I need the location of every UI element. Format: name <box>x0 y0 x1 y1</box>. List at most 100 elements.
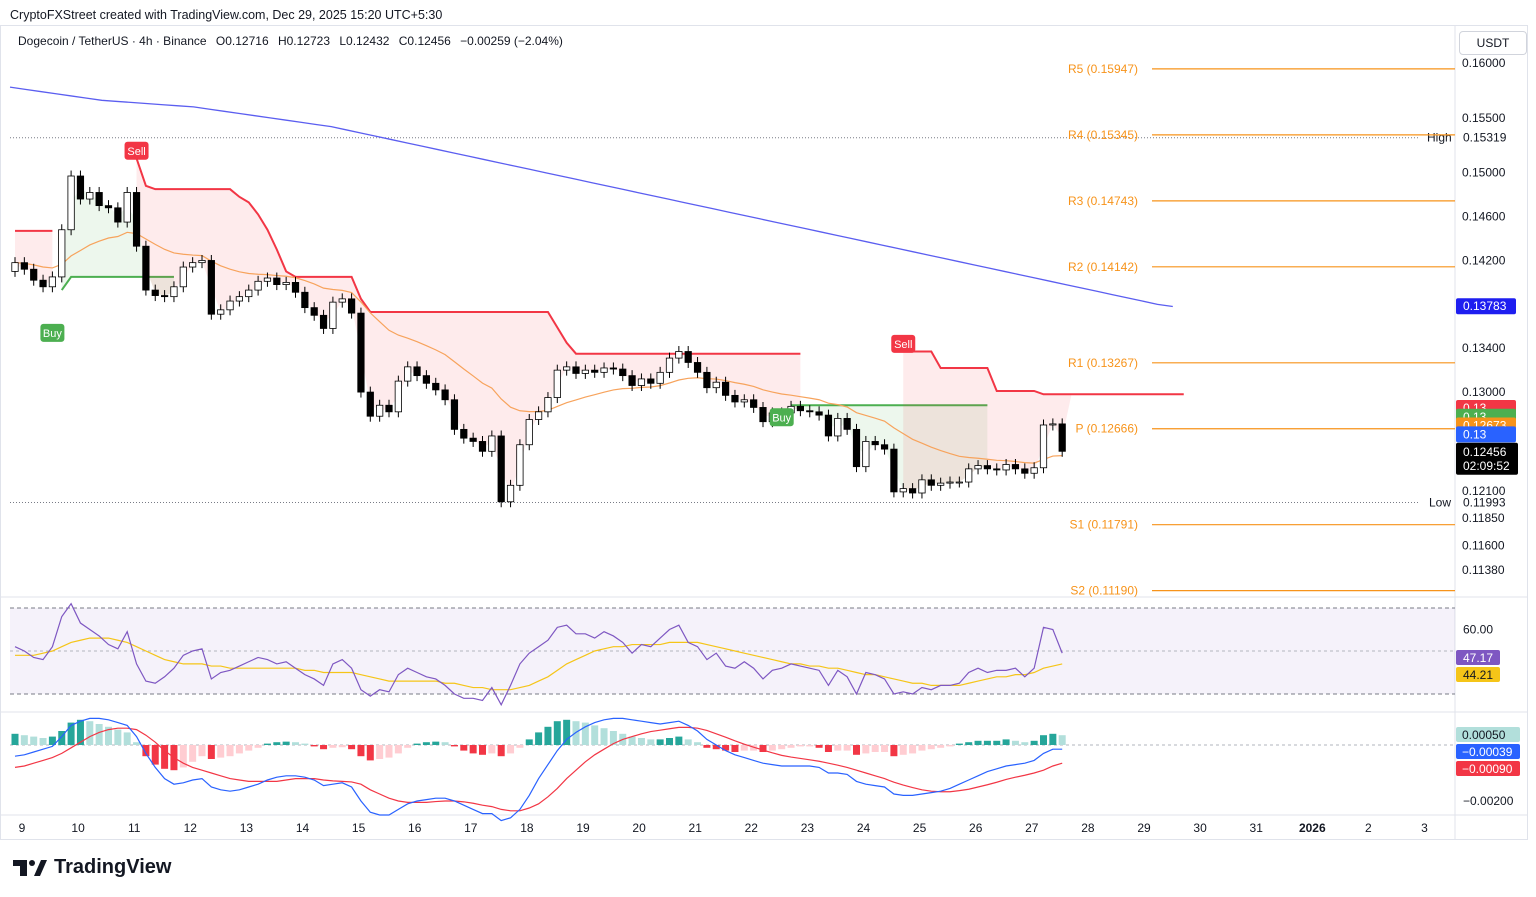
macd-histogram-bar <box>39 738 47 745</box>
macd-histogram-bar <box>1049 733 1057 745</box>
macd-histogram-bar <box>151 745 159 765</box>
time-axis-tick: 13 <box>240 821 254 835</box>
macd-value-badge <box>1456 727 1520 742</box>
macd-histogram-bar <box>86 721 94 745</box>
macd-line <box>14 717 1063 822</box>
candle-body <box>937 482 945 486</box>
candle-body <box>759 407 767 423</box>
candle-body <box>329 301 337 329</box>
candle-body <box>319 314 328 329</box>
candle-body <box>993 468 1001 471</box>
macd-histogram-bar <box>853 745 860 755</box>
time-axis-tick: 16 <box>408 821 422 835</box>
signal-badge-sell <box>124 141 149 160</box>
candle-body <box>1030 467 1038 474</box>
macd-axis-tick: −0.00200 <box>1463 794 1514 808</box>
macd-histogram-bar <box>1021 742 1029 745</box>
candle-body <box>899 488 907 493</box>
macd-histogram-bar <box>282 741 290 745</box>
close-value: C0.12456 <box>398 34 451 48</box>
time-axis-tick: 19 <box>576 821 590 835</box>
candle-body <box>581 369 589 374</box>
candle-body <box>39 279 47 288</box>
supertrend-fill-a <box>15 230 53 284</box>
tradingview-logo[interactable]: TradingView <box>12 856 171 879</box>
candle-body <box>76 175 85 200</box>
candle-body <box>731 394 739 403</box>
candle-body <box>20 262 28 270</box>
macd-histogram-bar <box>722 745 730 751</box>
macd-histogram-bar <box>815 745 823 748</box>
candle-body <box>291 282 300 293</box>
candle-body <box>460 428 468 439</box>
macd-histogram-bar <box>310 745 318 747</box>
macd-histogram-bar <box>20 735 28 745</box>
high-value-label: 0.15319 <box>1463 131 1507 145</box>
macd-histogram-bar <box>189 745 197 762</box>
candle-body <box>245 289 253 298</box>
high-value: H0.12723 <box>277 34 331 48</box>
time-axis-tick: 31 <box>1250 821 1264 835</box>
current-price-countdown: 02:09:52 <box>1463 459 1510 473</box>
current-price-badge <box>1456 442 1518 475</box>
macd-histogram-bar <box>422 742 430 745</box>
time-axis-tick: 23 <box>801 821 815 835</box>
macd-histogram-bar <box>357 745 365 757</box>
pivot-label-p: P (0.12666) <box>1076 422 1139 436</box>
candle-body <box>142 245 150 291</box>
macd-histogram-bar <box>955 743 963 745</box>
macd-histogram-bar <box>226 745 234 757</box>
candle-body <box>376 404 384 417</box>
price-axis-tick: 0.11380 <box>1462 563 1505 577</box>
signal-badge-buy <box>40 323 65 342</box>
macd-histogram-bar <box>591 725 599 745</box>
supertrend-fill-c <box>136 158 801 494</box>
signal-label-sell: Sell <box>894 339 912 351</box>
macd-histogram-bar <box>637 738 645 745</box>
time-axis-tick: 22 <box>745 821 759 835</box>
macd-histogram-bar <box>1058 735 1066 745</box>
macd-histogram-bar <box>806 745 814 747</box>
time-axis-tick: 26 <box>969 821 983 835</box>
candle-body <box>684 351 692 363</box>
macd-histogram-bar <box>581 722 589 745</box>
time-axis-tick: 3 <box>1421 821 1428 835</box>
price-axis-tick: 0.11600 <box>1462 539 1505 553</box>
macd-histogram-bar <box>946 745 954 747</box>
candle-body <box>478 441 487 452</box>
symbol-title[interactable]: Dogecoin / TetherUS · 4h · Binance <box>18 34 207 48</box>
signal-badge-buy <box>769 408 794 427</box>
macd-histogram-bar <box>207 745 215 759</box>
price-axis-tick: 0.12100 <box>1462 484 1506 498</box>
time-axis-tick: 25 <box>913 821 927 835</box>
candle-body <box>422 375 431 384</box>
candle-body <box>1002 464 1010 471</box>
candle-body <box>834 418 842 437</box>
macd-histogram-bar <box>684 739 692 745</box>
macd-histogram-bar <box>366 745 374 761</box>
currency-button[interactable]: USDT <box>1459 31 1527 55</box>
pivot-label-s2: S2 (0.11190) <box>1070 584 1138 598</box>
macd-histogram-bar <box>301 743 309 745</box>
candle-body <box>123 192 131 223</box>
macd-histogram-bar <box>731 745 739 752</box>
macd-histogram-bar <box>479 745 486 755</box>
macd-histogram-bar <box>516 745 524 748</box>
macd-histogram-bar <box>768 745 776 751</box>
macd-histogram-bar <box>712 745 720 750</box>
candle-body <box>11 262 19 272</box>
candle-body <box>114 207 122 223</box>
time-axis-tick: 10 <box>71 821 85 835</box>
signal-label-sell: Sell <box>127 146 145 158</box>
candle-body <box>796 405 805 412</box>
candle-body <box>506 484 515 503</box>
candle-body <box>1058 423 1066 452</box>
macd-value-label: 0.00050 <box>1462 728 1506 742</box>
candle-body <box>890 448 898 493</box>
time-axis-tick: 2026 <box>1299 821 1326 835</box>
time-axis-tick: 18 <box>520 821 534 835</box>
price-label-badge <box>1456 298 1516 315</box>
macd-histogram-bar <box>675 736 683 745</box>
candle-body <box>675 351 683 359</box>
